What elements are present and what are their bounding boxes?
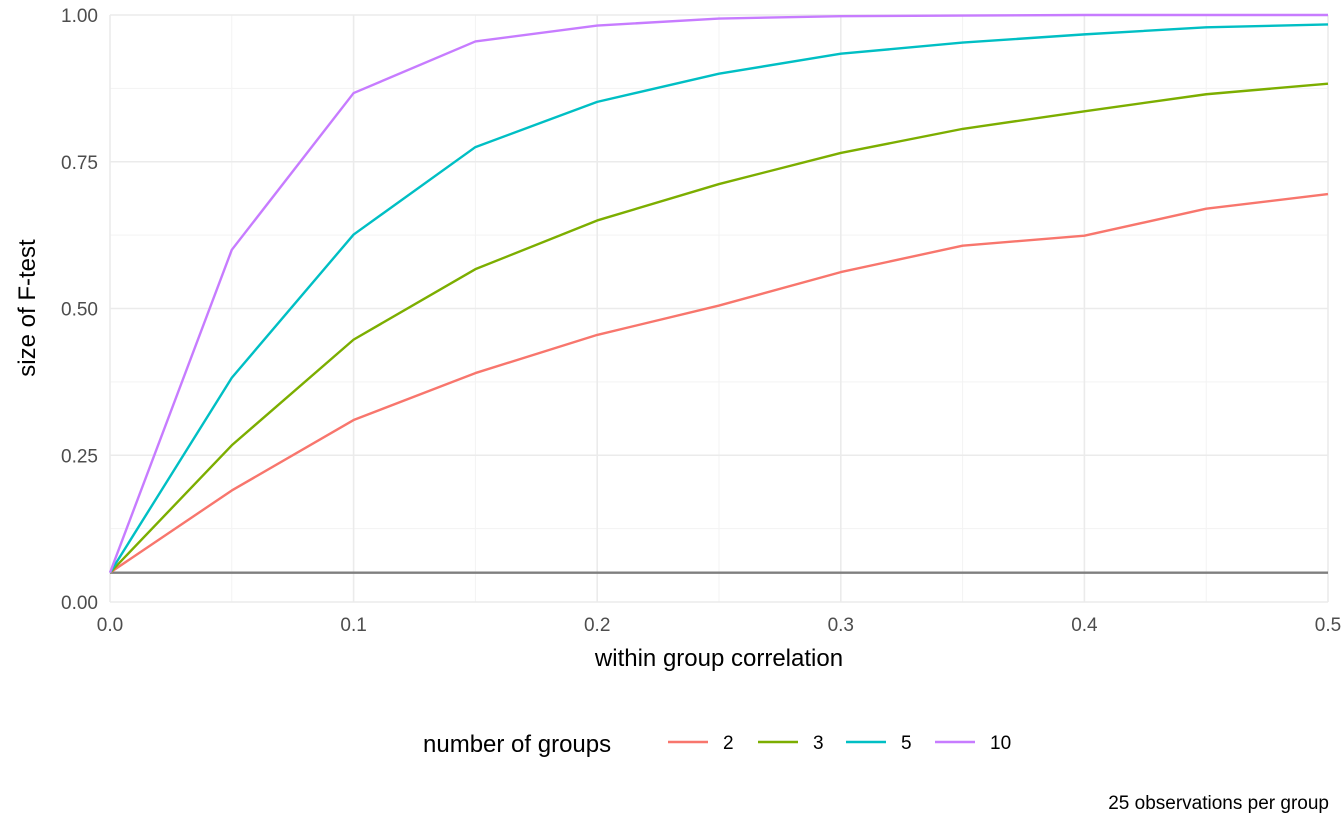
legend-label: 3 xyxy=(813,733,824,754)
x-tick-label: 0.5 xyxy=(1315,615,1341,636)
legend-label: 2 xyxy=(723,733,734,754)
legend-label: 5 xyxy=(901,733,912,754)
y-tick-label: 0.25 xyxy=(61,446,98,467)
caption: 25 observations per group xyxy=(1108,793,1329,814)
legend: number of groups 2 3 5 10 xyxy=(423,731,1011,758)
y-tick-label: 1.00 xyxy=(61,6,98,27)
series-line-5 xyxy=(108,23,1329,574)
legend-label: 10 xyxy=(990,733,1011,754)
x-tick-label: 0.4 xyxy=(1071,615,1098,636)
series-line-2 xyxy=(109,192,1329,574)
grid xyxy=(109,14,1329,603)
y-axis-title: size of F-test xyxy=(14,239,41,377)
series-layer xyxy=(108,13,1329,574)
x-tick-label: 0.0 xyxy=(97,615,123,636)
x-axis-title: within group correlation xyxy=(594,645,843,672)
legend-title: number of groups xyxy=(423,731,611,758)
legend-items: 2 3 5 10 xyxy=(668,733,1011,754)
legend-item-10: 10 xyxy=(935,733,1011,754)
x-tick-label: 0.3 xyxy=(828,615,854,636)
x-tick-label: 0.2 xyxy=(584,615,610,636)
y-tick-label: 0.50 xyxy=(61,300,98,321)
y-axis-ticks: 0.00 0.25 0.50 0.75 1.00 xyxy=(61,6,98,614)
legend-item-5: 5 xyxy=(846,733,912,754)
series-line-10 xyxy=(108,13,1328,574)
y-tick-label: 0.00 xyxy=(61,593,98,614)
legend-item-3: 3 xyxy=(758,733,824,754)
y-tick-label: 0.75 xyxy=(61,153,98,174)
series-line-3 xyxy=(109,82,1329,574)
legend-item-2: 2 xyxy=(668,733,734,754)
x-axis-ticks: 0.0 0.1 0.2 0.3 0.4 0.5 xyxy=(97,615,1341,636)
x-tick-label: 0.1 xyxy=(340,615,366,636)
